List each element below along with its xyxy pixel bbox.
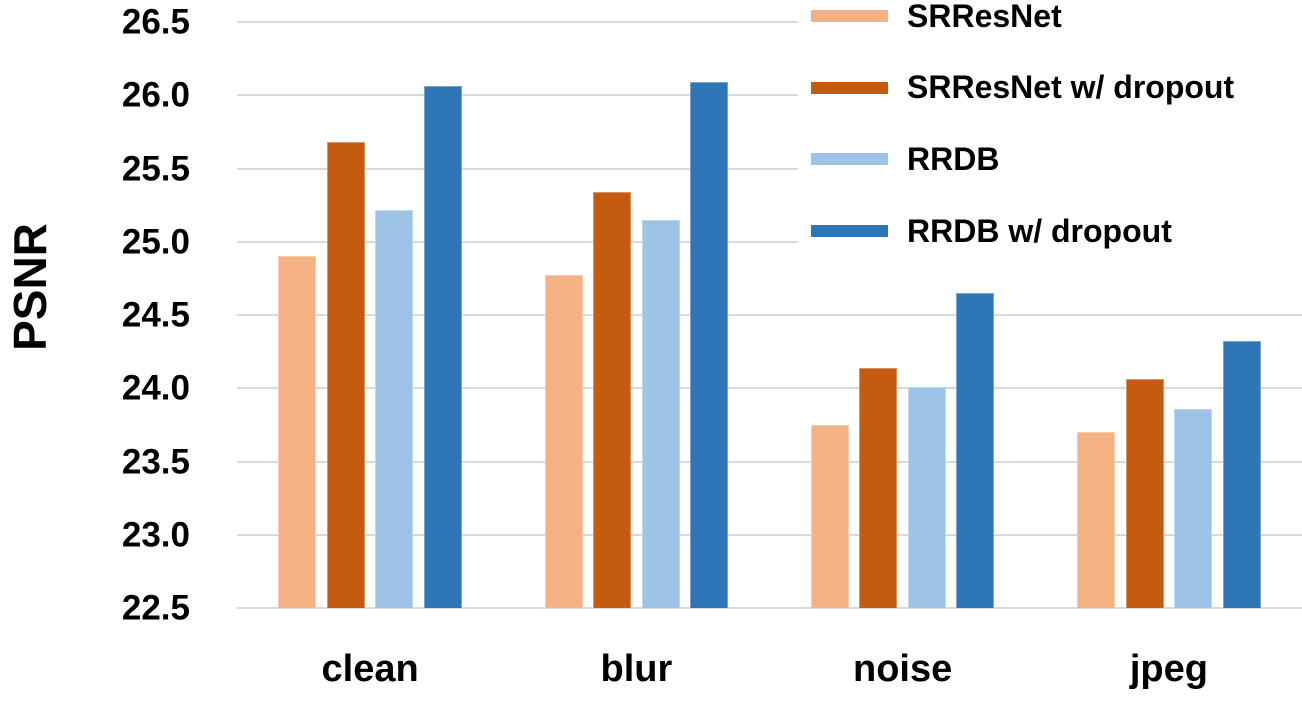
bar-blur-srresnet <box>544 275 583 608</box>
gridline <box>237 387 1302 390</box>
legend-label: RRDB <box>907 140 1000 177</box>
legend-item-rrdb: RRDB <box>811 139 999 179</box>
x-category-label-clean: clean <box>321 648 419 690</box>
y-tick-label: 23.5 <box>121 442 190 481</box>
gridline <box>237 240 1302 243</box>
x-category-label-noise: noise <box>853 648 953 690</box>
y-tick-label: 26.5 <box>121 2 190 42</box>
x-category-label-jpeg: jpeg <box>1129 648 1208 690</box>
y-tick-label: 24.5 <box>121 295 190 335</box>
gridline <box>237 167 1302 170</box>
bar-jpeg-rrdb-w-dropout <box>1222 341 1261 608</box>
legend-item-srresnet: SRResNet <box>811 0 1062 36</box>
y-axis-title: PSNR <box>4 223 56 351</box>
bar-noise-srresnet-w-dropout <box>859 367 898 608</box>
gridline <box>237 533 1302 536</box>
plot-area <box>237 21 1302 609</box>
legend-swatch-icon <box>811 81 888 94</box>
legend-swatch-icon <box>811 153 888 166</box>
legend-swatch-icon <box>811 225 888 238</box>
bar-noise-srresnet <box>810 424 849 608</box>
bar-clean-srresnet <box>278 256 317 608</box>
gridline <box>237 607 1302 609</box>
bar-clean-rrdb <box>375 209 414 608</box>
gridline <box>237 21 1302 23</box>
bar-jpeg-srresnet-w-dropout <box>1125 379 1164 608</box>
legend-item-srresnet-w-dropout: SRResNet w/ dropout <box>811 68 1234 108</box>
bar-blur-rrdb <box>641 219 680 608</box>
bar-blur-srresnet-w-dropout <box>593 191 632 608</box>
y-tick-label: 23.0 <box>121 515 190 555</box>
bar-jpeg-srresnet <box>1077 432 1116 608</box>
legend-item-rrdb-w-dropout: RRDB w/ dropout <box>811 211 1172 251</box>
gridline <box>237 460 1302 463</box>
y-tick-label: 25.0 <box>121 222 190 262</box>
bar-noise-rrdb-w-dropout <box>956 293 995 608</box>
legend-label: SRResNet w/ dropout <box>907 69 1235 106</box>
legend: SRResNet SRResNet w/ dropout RRDB RRDB w/ d… <box>798 0 1302 262</box>
x-category-label-blur: blur <box>600 648 673 690</box>
legend-label: RRDB w/ dropout <box>907 212 1172 249</box>
bar-blur-rrdb-w-dropout <box>690 82 729 608</box>
y-tick-label: 24.0 <box>121 368 190 408</box>
bar-clean-rrdb-w-dropout <box>423 86 462 608</box>
legend-label: SRResNet <box>907 0 1062 34</box>
legend-swatch-icon <box>811 10 888 22</box>
bar-clean-srresnet-w-dropout <box>326 142 365 608</box>
y-tick-label: 22.5 <box>121 588 190 628</box>
bar-noise-rrdb <box>907 386 946 608</box>
gridline <box>237 94 1302 97</box>
y-tick-label: 25.5 <box>121 149 190 188</box>
y-tick-label: 26.0 <box>121 75 190 115</box>
gridline <box>237 314 1302 316</box>
bar-jpeg-rrdb <box>1174 408 1213 608</box>
